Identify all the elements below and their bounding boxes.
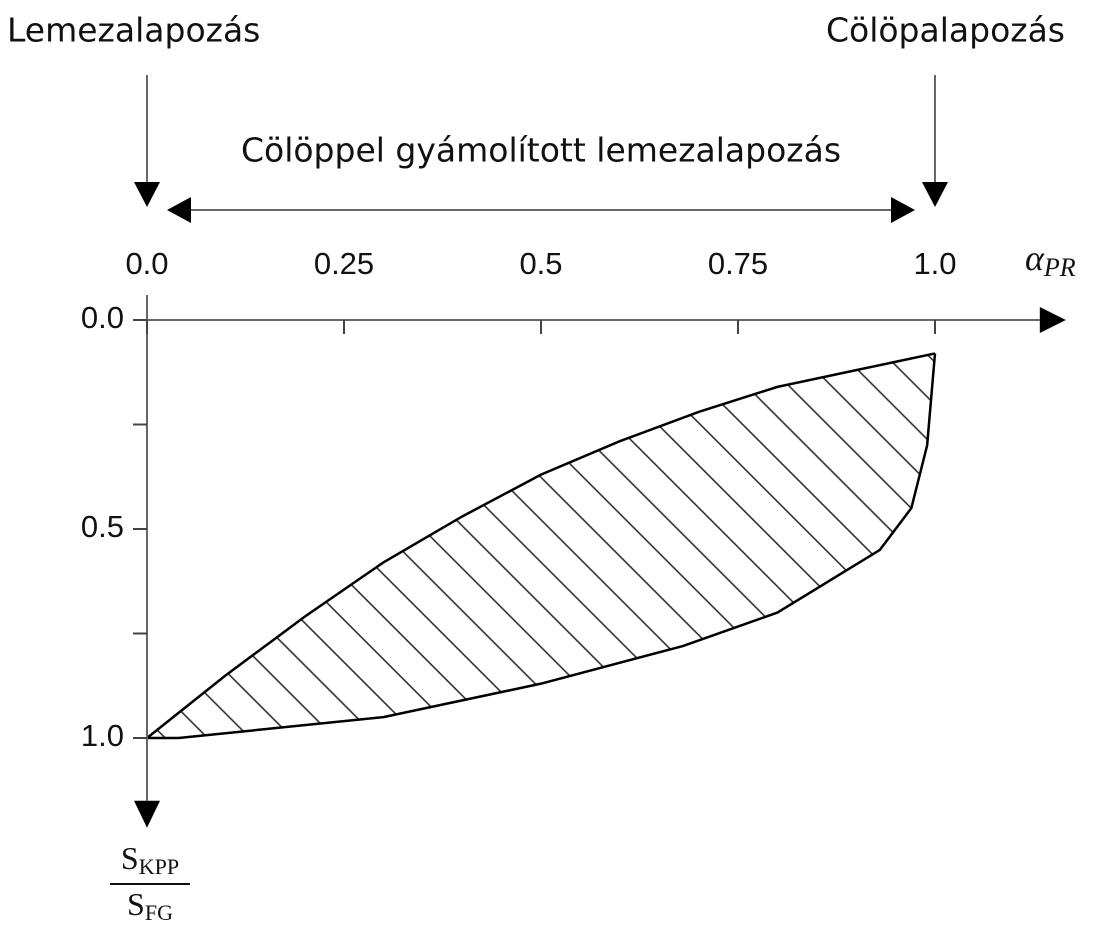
annotation-arrowhead <box>134 182 160 207</box>
x-tick-label: 0.75 <box>708 246 768 281</box>
x-label-symbol: α <box>1025 238 1045 278</box>
x-tick-label: 0.25 <box>314 246 374 281</box>
x-label-subscript: PR <box>1043 253 1076 282</box>
annotation-arrowhead <box>922 182 948 207</box>
y-axis-arrow <box>134 800 160 828</box>
y-label-symbol: S <box>121 840 139 876</box>
x-tick-label: 0.5 <box>519 246 562 281</box>
x-tick-label: 1.0 <box>913 246 956 281</box>
hatched-region <box>147 353 935 738</box>
y-label-numerator: SKPP <box>121 840 179 879</box>
y-tick-label: 0.0 <box>81 300 124 335</box>
y-tick-label: 1.0 <box>81 718 124 753</box>
y-label-symbol: S <box>127 886 145 922</box>
lower-boundary <box>147 353 937 740</box>
y-label-subscript: FG <box>145 900 173 925</box>
x-axis-label: αPR <box>1025 238 1076 282</box>
annotation: Cölöpalapozás <box>826 11 1065 50</box>
y-label-subscript: KPP <box>139 854 179 879</box>
x-axis-arrow <box>1039 307 1066 333</box>
x-tick-label: 0.0 <box>125 246 168 281</box>
range-arrowhead <box>891 197 915 223</box>
y-tick-label: 0.5 <box>81 509 124 544</box>
upper-boundary <box>146 352 936 739</box>
annotation: Lemezalapozás <box>7 11 260 50</box>
range-arrowhead <box>167 197 191 223</box>
y-label-denominator: SFG <box>127 886 173 925</box>
range-annotation: Cölöppel gyámolított lemezalapozás <box>241 131 841 170</box>
